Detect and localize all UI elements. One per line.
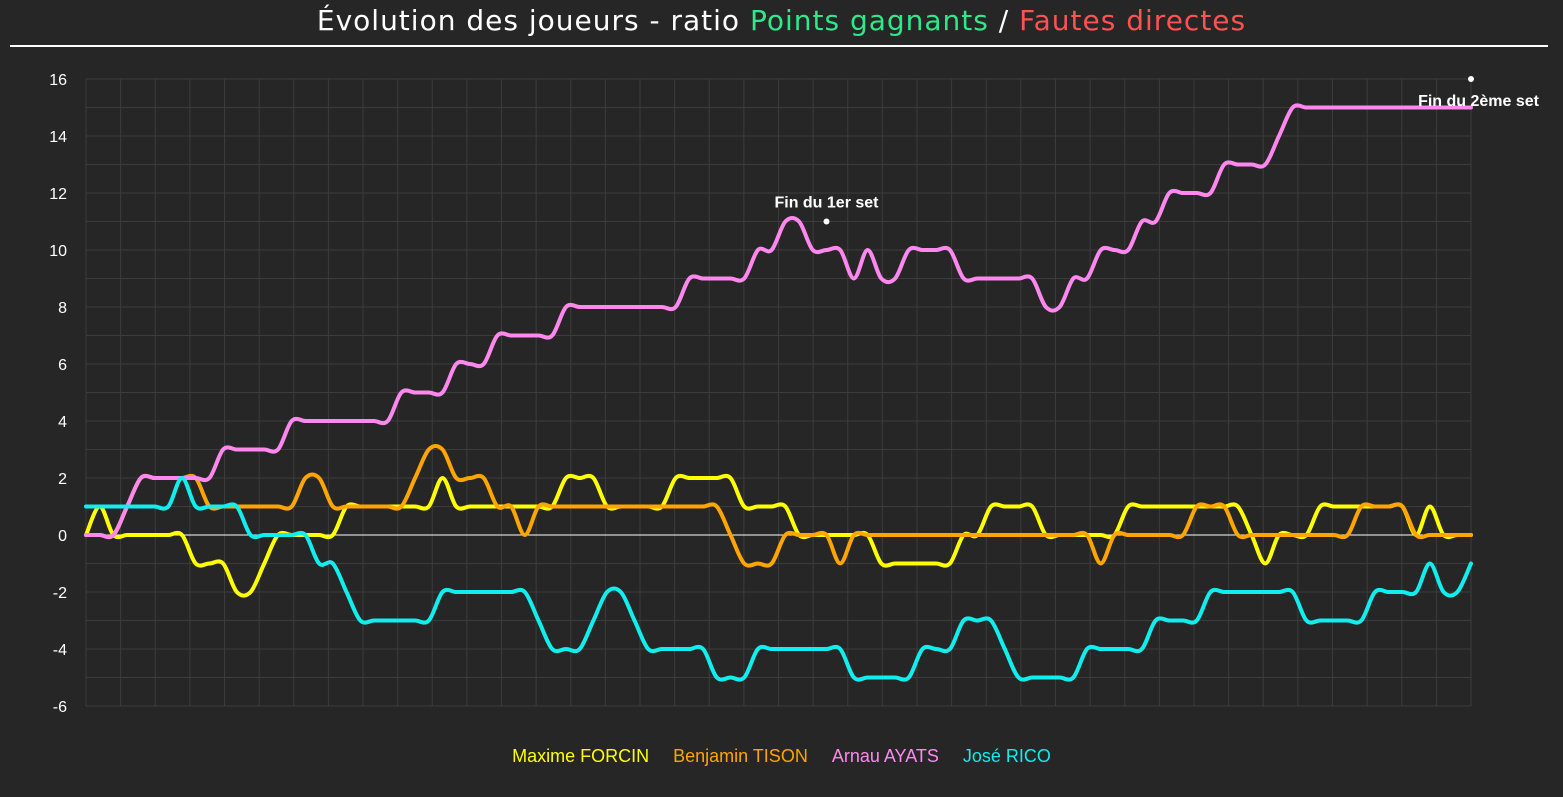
title-red-part: Fautes directes (1019, 4, 1247, 37)
y-tick-label: 6 (58, 357, 67, 374)
y-tick-label: -2 (53, 585, 67, 602)
y-tick-label: 2 (58, 471, 67, 488)
annotation-label: Fin du 2ème set (1418, 93, 1540, 110)
y-tick-label: 0 (58, 528, 67, 545)
legend-item[interactable]: José RICO (962, 746, 1051, 766)
y-tick-label: 14 (49, 129, 67, 146)
series-line-maxime-forcin (84, 473, 1473, 598)
legend-item[interactable]: Maxime FORCIN (512, 746, 650, 766)
y-tick-label: 12 (49, 186, 67, 203)
series-line-jose-rico (84, 476, 1473, 682)
legend-item[interactable]: Arnau AYATS (831, 746, 939, 766)
y-tick-label: 16 (49, 72, 67, 89)
title-green-part: Points gagnants (749, 4, 989, 37)
title-prefix: Évolution des joueurs - ratio (316, 4, 750, 37)
annotation-marker (823, 218, 830, 225)
y-tick-label: 10 (49, 243, 67, 260)
y-tick-label: -4 (53, 642, 67, 659)
y-tick-label: -6 (53, 699, 67, 716)
series-line-benjamin-tison (84, 443, 1473, 568)
annotation-marker (1468, 76, 1474, 82)
y-tick-label: 8 (58, 300, 67, 317)
title-divider (10, 45, 1548, 47)
chart-legend: Maxime FORCIN Benjamin TISON Arnau AYATS Jo… (0, 746, 1563, 767)
series-line-arnau-ayats (84, 103, 1473, 540)
y-tick-label: 4 (58, 414, 67, 431)
annotation-label: Fin du 1er set (774, 195, 879, 212)
chart-title: Évolution des joueurs - ratio Points gag… (0, 4, 1563, 37)
legend-item[interactable]: Benjamin TISON (673, 746, 808, 766)
title-separator: / (988, 4, 1020, 37)
